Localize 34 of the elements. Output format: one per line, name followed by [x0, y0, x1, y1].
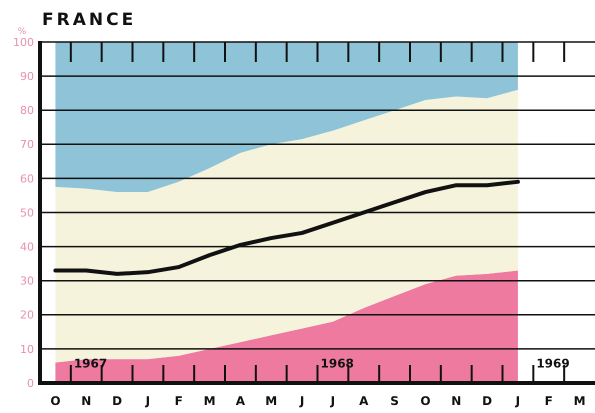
- annotation: 1968: [320, 356, 354, 371]
- x-tick-label: F: [174, 394, 183, 408]
- x-tick-label: O: [50, 394, 61, 408]
- y-tick-label: 30: [20, 274, 34, 288]
- x-tick-label: M: [574, 394, 586, 408]
- y-axis-title: %: [18, 27, 27, 37]
- y-tick-label: 60: [20, 172, 34, 186]
- y-tick-label: 40: [20, 240, 34, 254]
- x-tick-label: J: [298, 394, 304, 408]
- y-tick-label: 10: [20, 342, 34, 356]
- x-tick-label: J: [514, 394, 520, 408]
- x-tick-label: M: [265, 394, 278, 408]
- y-tick-label: 90: [20, 70, 34, 83]
- y-tick-label: 80: [20, 104, 34, 118]
- x-tick-label: D: [112, 394, 122, 408]
- x-tick-label: A: [236, 394, 246, 408]
- x-tick-label: D: [482, 394, 492, 408]
- chart-title: FRANCE: [42, 10, 136, 30]
- y-tick-label: 70: [20, 138, 34, 152]
- x-tick-label: N: [451, 394, 462, 408]
- annotation: 1969: [536, 356, 570, 371]
- x-tick-label: J: [330, 394, 336, 408]
- y-tick-label: 20: [20, 308, 34, 322]
- x-tick-label: F: [544, 394, 553, 408]
- x-tick-label: N: [81, 394, 92, 408]
- y-tick-label: 0: [27, 376, 34, 390]
- x-tick-label: A: [359, 394, 370, 408]
- x-tick-label: M: [204, 394, 216, 408]
- annotation: 1967: [74, 356, 108, 371]
- x-tick-label: O: [420, 394, 431, 408]
- y-tick-label: 100: [13, 36, 34, 49]
- x-tick-label: S: [390, 394, 399, 408]
- x-tick-label: J: [144, 394, 150, 408]
- y-tick-label: 50: [20, 206, 34, 220]
